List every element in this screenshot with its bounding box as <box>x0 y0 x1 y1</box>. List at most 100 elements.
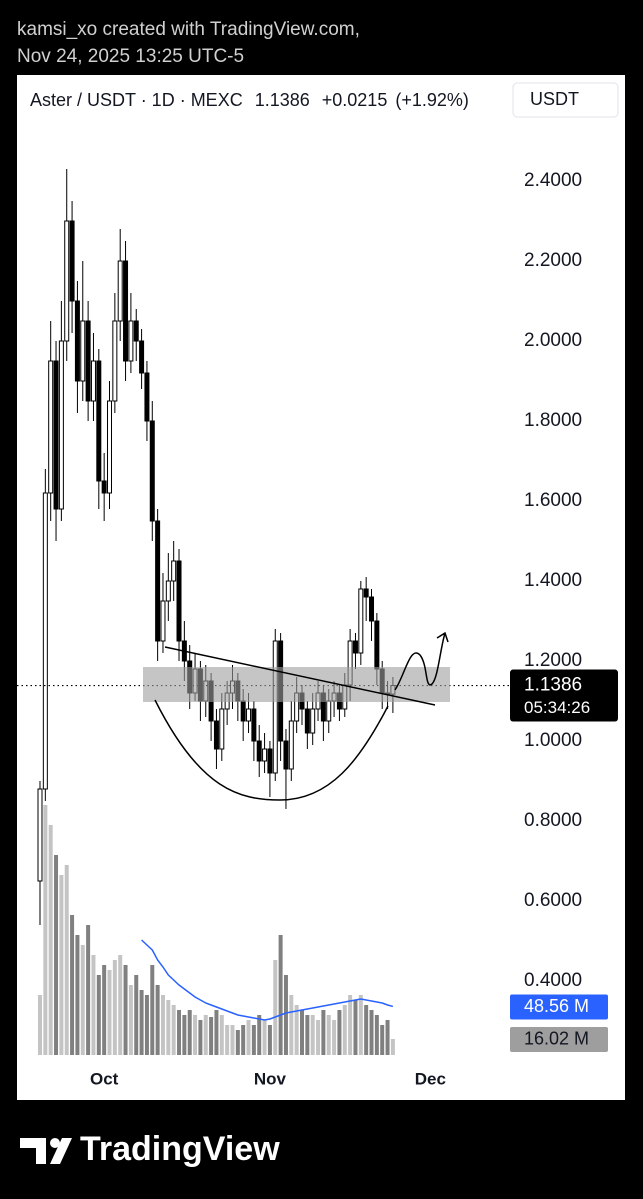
volume-bar <box>310 1015 315 1055</box>
candle-body <box>53 360 59 510</box>
volume-bar <box>112 960 117 1055</box>
candle-body <box>165 580 171 602</box>
volume-bar <box>278 935 283 1055</box>
cup-curve <box>154 699 389 801</box>
candle-body <box>251 708 257 742</box>
chart-card <box>17 75 625 1100</box>
volume-bar <box>166 1000 171 1055</box>
candle-body <box>304 708 310 734</box>
logo-mark <box>20 1138 46 1164</box>
change: +0.0215 <box>322 90 388 110</box>
candle-body <box>374 620 380 670</box>
volume-bar <box>43 805 48 1055</box>
volume-bar <box>134 975 139 1055</box>
volume-label-box <box>510 1026 608 1052</box>
candle-body <box>171 560 177 582</box>
volume-bar <box>37 995 42 1055</box>
volume-bar <box>59 875 64 1055</box>
trend-line <box>164 646 436 706</box>
volume-ma-label: 48.56 M <box>524 996 589 1016</box>
candle-body <box>219 708 225 750</box>
candle-body <box>58 340 64 510</box>
price-label-box <box>510 669 618 722</box>
candle-body <box>149 420 155 522</box>
candle-body <box>139 340 145 374</box>
y-tick-label: 1.6000 <box>524 490 582 511</box>
symbol: Aster / USDT · 1D · MEXC <box>30 90 243 110</box>
volume-bar <box>198 1020 203 1055</box>
volume-bar <box>203 1015 208 1055</box>
candle-body <box>144 372 150 422</box>
y-tick-label: 1.4000 <box>524 570 582 591</box>
volume-ma-line <box>141 939 394 1021</box>
candle-body <box>155 520 161 642</box>
volume-bar <box>91 955 96 1055</box>
volume-bar <box>332 1020 337 1055</box>
candle-body <box>310 708 316 734</box>
projection-arrow <box>394 631 449 691</box>
volume-bar <box>86 925 91 1055</box>
candle-body <box>74 300 80 382</box>
volume-bar <box>102 965 107 1055</box>
volume-bar <box>348 995 353 1055</box>
volume-bar <box>289 995 294 1055</box>
candle-body <box>369 596 375 622</box>
attribution: kamsi_xo created with TradingView.com, <box>17 19 360 40</box>
volume-bar <box>321 1010 326 1055</box>
candle-body <box>288 720 294 770</box>
candle-body <box>96 360 102 482</box>
volume-bar <box>358 995 363 1055</box>
volume-bar <box>193 1015 198 1055</box>
candle-body <box>69 220 75 302</box>
candle-body <box>42 492 48 790</box>
timestamp: Nov 24, 2025 13:25 UTC-5 <box>17 46 244 67</box>
volume-bar <box>353 1000 358 1055</box>
candle-body <box>133 320 139 342</box>
candle-body <box>352 640 358 654</box>
volume-label: 16.02 M <box>524 1029 589 1049</box>
volume-bar <box>230 1025 235 1055</box>
volume-bar <box>177 1010 182 1055</box>
candle-body <box>267 748 273 774</box>
candle-body <box>176 560 182 642</box>
currency-button[interactable] <box>512 82 619 118</box>
volume-bar <box>364 1005 369 1055</box>
volume-bar <box>80 945 85 1055</box>
volume-bar <box>75 935 80 1055</box>
candle-body <box>107 400 113 494</box>
volume-bar <box>123 965 128 1055</box>
volume-bar <box>128 985 133 1055</box>
volume-bar <box>369 1010 374 1055</box>
volume-bar <box>187 1010 192 1055</box>
currency[interactable]: USDT <box>530 89 579 109</box>
y-tick-label: 0.6000 <box>524 890 582 911</box>
volume-bar <box>299 1010 304 1055</box>
candle-body <box>37 788 43 882</box>
x-tick-label: Dec <box>415 1069 446 1088</box>
volume-bar <box>150 965 155 1055</box>
volume-bar <box>235 1030 240 1055</box>
candle-body <box>160 600 166 642</box>
volume-bar <box>316 1020 321 1055</box>
volume-bar <box>209 1017 214 1055</box>
volume-ma-label-box <box>510 994 608 1020</box>
volume-bar <box>144 995 149 1055</box>
volume-bar <box>214 1010 219 1055</box>
volume-bar <box>326 1015 331 1055</box>
volume-bar <box>160 995 165 1055</box>
candle-body <box>240 700 246 722</box>
volume-bar <box>182 1015 187 1055</box>
y-tick-label: 2.2000 <box>524 250 582 271</box>
volume-bar <box>273 960 278 1055</box>
candle-body <box>64 220 70 342</box>
candle-body <box>48 360 54 494</box>
countdown: 05:34:26 <box>524 698 590 717</box>
y-tick-label: 1.0000 <box>524 730 582 751</box>
brand: TradingView <box>80 1130 280 1168</box>
candle-body <box>213 720 219 750</box>
volume-bar <box>64 865 69 1055</box>
y-tick-label: 2.4000 <box>524 170 582 191</box>
volume-bar <box>305 1015 310 1055</box>
volume-bar <box>251 1025 256 1055</box>
